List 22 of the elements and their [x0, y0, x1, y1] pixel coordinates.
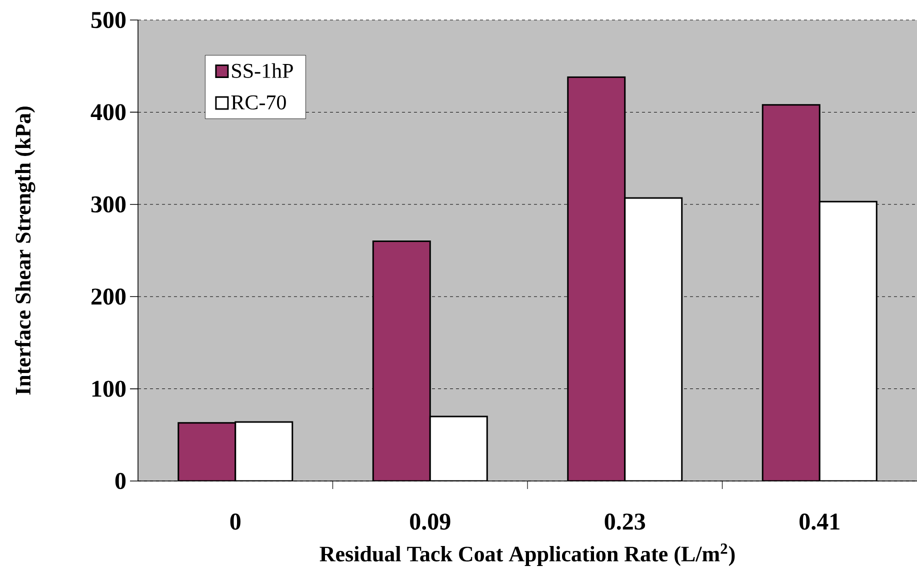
bar [762, 104, 820, 481]
legend-label: RC-70 [231, 95, 286, 110]
legend-label: SS-1hP [232, 63, 293, 78]
y-tick-label: 300 [91, 196, 126, 212]
x-tick-label: 0.41 [800, 514, 840, 530]
x-tick-label: 0 [230, 514, 240, 530]
bar [178, 422, 236, 481]
x-tick-label: 0.23 [604, 514, 646, 530]
bar [372, 240, 431, 481]
y-tick-label: 500 [91, 12, 126, 28]
bar [818, 200, 878, 481]
bar [429, 416, 488, 481]
y-tick-label: 0 [115, 472, 126, 490]
y-tick-label: 200 [91, 288, 126, 305]
bar [624, 197, 683, 481]
y-tick-label: 400 [90, 104, 126, 120]
x-tick-label: 0.09 [410, 514, 450, 530]
bar [234, 421, 294, 481]
y-tick-label: 100 [92, 380, 126, 397]
y-axis-title: Interface Shear Strength (kPa) [14, 106, 36, 395]
x-axis-title: Residual Tack Coat Application Rate (L/m$^{2}$) [320, 544, 735, 566]
bar [567, 76, 626, 481]
